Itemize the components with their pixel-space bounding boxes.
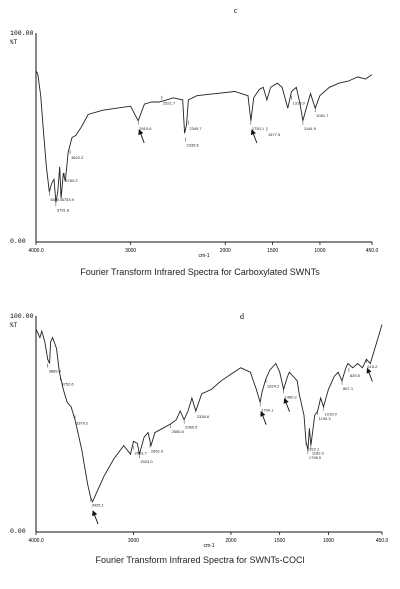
spectrum-line [35, 324, 383, 503]
peak-label: 3760.2 [65, 178, 78, 183]
peak-label: 2851.0 [151, 448, 164, 453]
peak-label: 615.2 [367, 364, 378, 369]
y-bottom-label: 0.00 [10, 238, 26, 245]
peak-label: 1010.0 [325, 412, 338, 417]
x-tick-label: 3000 [128, 538, 139, 544]
x-tick-label: 4000.0 [28, 248, 44, 254]
arrow-annotation [260, 410, 267, 425]
x-tick-label: 3000 [125, 248, 136, 254]
x-tick-label: 2000 [225, 538, 236, 544]
arrow-annotation [283, 397, 290, 412]
peak-label: 2338.6 [197, 414, 210, 419]
peak-label: 829.5 [350, 373, 361, 378]
panel-label: d [240, 312, 244, 321]
y-top-label: 100.00 [10, 313, 34, 320]
peak-label: 1700.1 [261, 407, 274, 412]
peak-label: 1100.3 [319, 416, 332, 421]
x-tick-label: 1000 [314, 248, 325, 254]
x-tick-label: 2000 [220, 248, 231, 254]
y-axis-label: %T [10, 39, 18, 46]
peak-label: 3889.4 [49, 369, 62, 374]
x-tick-label: 1000 [323, 538, 334, 544]
peak-label: 1624.2 [267, 384, 280, 389]
peak-label: 1796.0 [309, 455, 322, 460]
x-tick-label: 450.0 [366, 248, 379, 254]
peak-label: 3753.9 [62, 197, 75, 202]
arrow-annotation [250, 129, 258, 144]
peak-label: 2360.5 [185, 425, 198, 430]
x-axis-label: cm-1 [203, 543, 214, 549]
peak-label: 1313.9 [293, 101, 306, 106]
peak-label: 3425.1 [92, 502, 105, 507]
peak-label: 1460.2 [285, 394, 298, 399]
x-tick-label: 1500 [274, 538, 285, 544]
peak-label: 867.1 [343, 386, 354, 391]
peak-label: 2963.7 [134, 451, 147, 456]
peak-label: 2521.7 [163, 101, 176, 106]
y-top-label: 100.00 [10, 30, 34, 37]
peak-label: 1730.1 [252, 126, 265, 131]
peak-label: 1051.7 [316, 113, 329, 118]
peak-label: 2919.6 [139, 126, 152, 131]
y-axis-label: %T [10, 322, 18, 329]
peak-label: 2550.8 [172, 429, 185, 434]
x-axis-label: cm-1 [198, 253, 209, 259]
caption-carboxylated-swnts: Fourier Transform Infrared Spectra for C… [80, 267, 320, 277]
peak-label: 3622.2 [71, 155, 84, 160]
arrow-annotation [366, 367, 373, 382]
panel-label: c [234, 6, 238, 15]
peak-label: 3379.2 [76, 420, 89, 425]
y-bottom-label: 0.00 [10, 528, 26, 535]
x-tick-label: 1500 [267, 248, 278, 254]
arrow-annotation [92, 510, 99, 525]
peak-label: 1144.9 [304, 126, 317, 131]
caption-swnts-cocl: Fourier Transform Infrared Spectra for S… [95, 555, 305, 565]
peak-label: 2335.6 [187, 143, 200, 148]
peak-label: 2923.0 [140, 459, 153, 464]
peak-label: 3840.5 [50, 197, 63, 202]
peak-label: 1222.1 [307, 446, 320, 451]
peak-label: 2349.7 [189, 126, 202, 131]
spectrum-line [35, 70, 373, 203]
peak-label: 1577.9 [268, 132, 281, 137]
x-tick-label: 450.0 [376, 538, 389, 544]
peak-label: 1182.9 [312, 451, 325, 456]
peak-label: 3791.8 [57, 207, 70, 212]
x-tick-label: 4000.0 [28, 538, 44, 544]
peak-label: 3752.6 [61, 381, 74, 386]
arrow-annotation [138, 129, 145, 144]
